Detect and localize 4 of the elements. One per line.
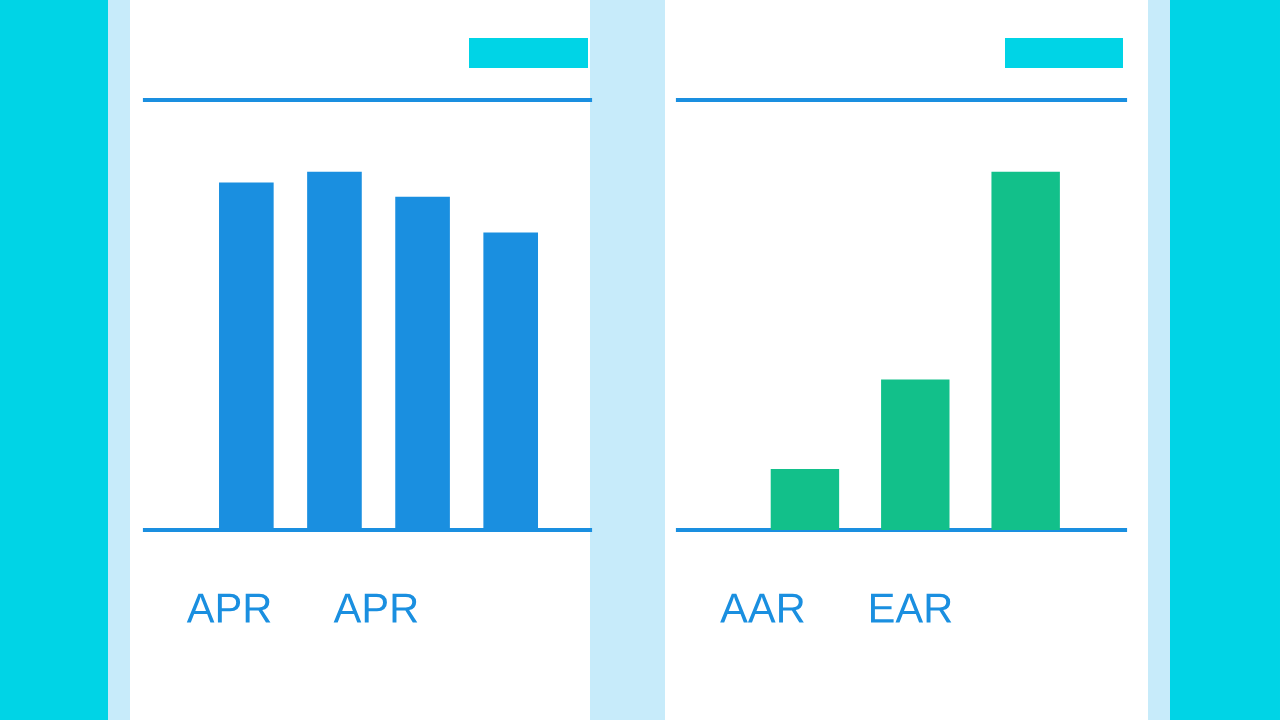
text: EAR	[871, 593, 952, 623]
text: APR	[333, 593, 418, 623]
text: AAR	[720, 593, 804, 623]
text: APR	[186, 593, 271, 623]
